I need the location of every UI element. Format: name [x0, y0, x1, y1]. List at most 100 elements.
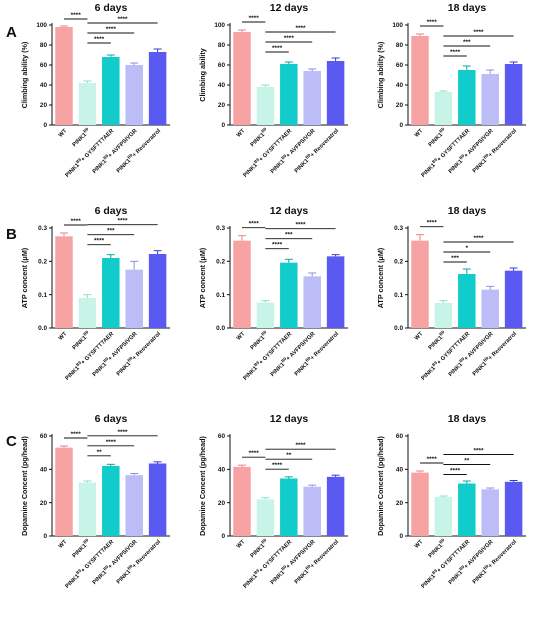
chart3-bar-2 — [102, 258, 120, 328]
chart4-xtick-label-2: PINK1B9+ GYSFTTTAER — [241, 329, 294, 382]
chart5-bar-4 — [504, 270, 523, 328]
chart2-xtick-base-2: PINK1 — [421, 162, 438, 179]
chart1-bar-3 — [303, 71, 321, 125]
chart1-ytick-label-1: 20 — [218, 102, 226, 109]
chart5-sig-label-2: * — [466, 245, 469, 252]
chart1-xtick-sup-2: B9 — [253, 156, 261, 164]
chart6-xtick-sup-4: B9 — [126, 563, 134, 571]
chart3-sig-label-2: *** — [107, 228, 115, 235]
chart4-sig-label-0: **** — [249, 221, 260, 228]
chart0-ytick-label-3: 60 — [40, 62, 48, 69]
chart7-bar-1 — [256, 499, 275, 536]
chart7-xtick-label-4: PINK1B9+ Resveratrol — [292, 537, 340, 585]
chart4-xtick-label-1: PINK1B9 — [248, 329, 270, 351]
chart7-ytick-label-0: 0 — [221, 533, 225, 540]
chart5-xtick-sup-2: B9 — [431, 359, 439, 367]
chart8-xtick-label-4: PINK1B9+ Resveratrol — [470, 537, 518, 585]
chart7-title: 12 days — [270, 413, 309, 425]
chart0-ytick-label-5: 100 — [36, 22, 47, 29]
chart0-xtick-label-3: PINK1B9+ AVFPSIVGR — [90, 126, 139, 175]
chart2-bar-4 — [504, 64, 523, 125]
chart4-title: 12 days — [270, 205, 309, 217]
chart7-xtick-base-0: WT — [236, 539, 247, 550]
chart5-xtick-label-3: PINK1B9+ AVFPSIVGR — [446, 329, 495, 378]
chart1-xtick-label-4: PINK1B9+ Resveratrol — [292, 126, 340, 174]
chart8-xtick-base-4: PINK1 — [472, 569, 489, 586]
chart8-bar-0 — [411, 472, 429, 536]
chart5-sig-label-0: **** — [427, 220, 438, 227]
chart2-xtick-label-4: PINK1B9+ Resveratrol — [470, 126, 518, 174]
chart3-xtick-base-0: WT — [58, 331, 69, 342]
chart2-bar-2 — [458, 70, 476, 125]
chart0-xtick-sup-3: B9 — [102, 153, 110, 161]
chart7-ytick-label-3: 60 — [218, 433, 226, 440]
chart4-xtick-base-4: PINK1 — [294, 361, 311, 378]
chart8-xtick-label-0: WT — [414, 539, 425, 550]
chart4-xtick-label-3: PINK1B9+ AVFPSIVGR — [268, 329, 317, 378]
chart2-sig-label-2: *** — [463, 39, 471, 46]
chart1-sig-label-2: **** — [284, 35, 295, 42]
chart1-ytick-label-0: 0 — [221, 122, 225, 129]
chart4-bar-4 — [326, 256, 345, 328]
chart8-ylabel: Dopamine Concent (pg/head) — [376, 435, 385, 535]
chart8-xtick-sup-2: B9 — [431, 567, 439, 575]
chart6-xtick-base-3: PINK1 — [92, 569, 109, 586]
chart3-xtick-label-1: PINK1B9 — [70, 329, 92, 351]
chart6-xtick-sup-3: B9 — [102, 564, 110, 572]
chart2-title: 18 days — [448, 2, 487, 14]
chart5-xtick-base-2: PINK1 — [421, 365, 438, 382]
chart4-bar-1 — [256, 302, 275, 328]
chart2-sig-label-3: **** — [473, 29, 484, 36]
chart4-ylabel: ATP concent (μM) — [198, 247, 207, 308]
chart3-sig-label-3: **** — [117, 218, 128, 225]
chart2-xtick-base-1: PINK1 — [428, 131, 445, 148]
chart5-xtick-base-1: PINK1 — [428, 334, 445, 351]
chart6-xtick-base-1: PINK1 — [72, 542, 89, 559]
chart7-ytick-label-1: 20 — [218, 500, 226, 507]
chart0-sig-label-2: **** — [106, 26, 117, 33]
chart5-ylabel: ATP concent (μM) — [376, 247, 385, 308]
chart8-sig-label-0: **** — [427, 456, 438, 463]
chart3-xtick-base-4: PINK1 — [116, 361, 133, 378]
chart0-bar-0 — [55, 27, 73, 125]
chart1-sig-label-1: **** — [272, 45, 283, 52]
chart1-ytick-label-2: 40 — [218, 82, 226, 89]
chart7-xtick-label-2: PINK1B9+ GYSFTTTAER — [241, 537, 294, 590]
chart3-sig-label-1: **** — [94, 238, 105, 245]
chart1-bar-2 — [280, 64, 298, 125]
chart7-ylabel: Dopamine Concent (pg/head) — [198, 435, 207, 535]
chart3-ytick-label-2: 0.2 — [38, 259, 47, 266]
chart1-xtick-sup-1: B9 — [260, 126, 268, 134]
chart1-xtick-label-1: PINK1B9 — [248, 126, 270, 148]
chart6-xtick-sup-2: B9 — [75, 567, 83, 575]
chart0-bar-3 — [125, 65, 143, 125]
chart0-ytick-label-1: 20 — [40, 102, 48, 109]
chart3-ytick-label-1: 0.1 — [38, 292, 47, 299]
chart1-xtick-label-0: WT — [236, 128, 247, 139]
chart6-ytick-label-0: 0 — [43, 533, 47, 540]
chart5-bar-2 — [458, 274, 476, 328]
chart1-xtick-label-3: PINK1B9+ AVFPSIVGR — [268, 126, 317, 175]
chart0-xtick-sup-2: B9 — [75, 156, 83, 164]
chart0-xtick-base-1: PINK1 — [72, 131, 89, 148]
chart0-ytick-label-4: 80 — [40, 42, 48, 49]
chart7-xtick-base-4: PINK1 — [294, 569, 311, 586]
panel-letter-c: C — [6, 433, 17, 450]
chart4-bar-3 — [303, 276, 321, 328]
chart4-xtick-sup-4: B9 — [304, 355, 312, 363]
chart0-xtick-sup-4: B9 — [126, 152, 134, 160]
chart4-xtick-label-0: WT — [236, 331, 247, 342]
chart2-xtick-base-4: PINK1 — [472, 158, 489, 175]
chart4-xtick-base-0: WT — [236, 331, 247, 342]
chart4-sig-label-3: **** — [295, 222, 306, 229]
chart3-bar-0 — [55, 236, 73, 328]
chart7-xtick-label-3: PINK1B9+ AVFPSIVGR — [268, 537, 317, 586]
chart7-bar-3 — [303, 486, 321, 536]
chart8-sig-label-1: **** — [450, 468, 461, 475]
chart7-sig-label-1: **** — [272, 462, 283, 469]
chart1-xtick-base-1: PINK1 — [250, 131, 267, 148]
chart7-bar-2 — [280, 478, 298, 536]
